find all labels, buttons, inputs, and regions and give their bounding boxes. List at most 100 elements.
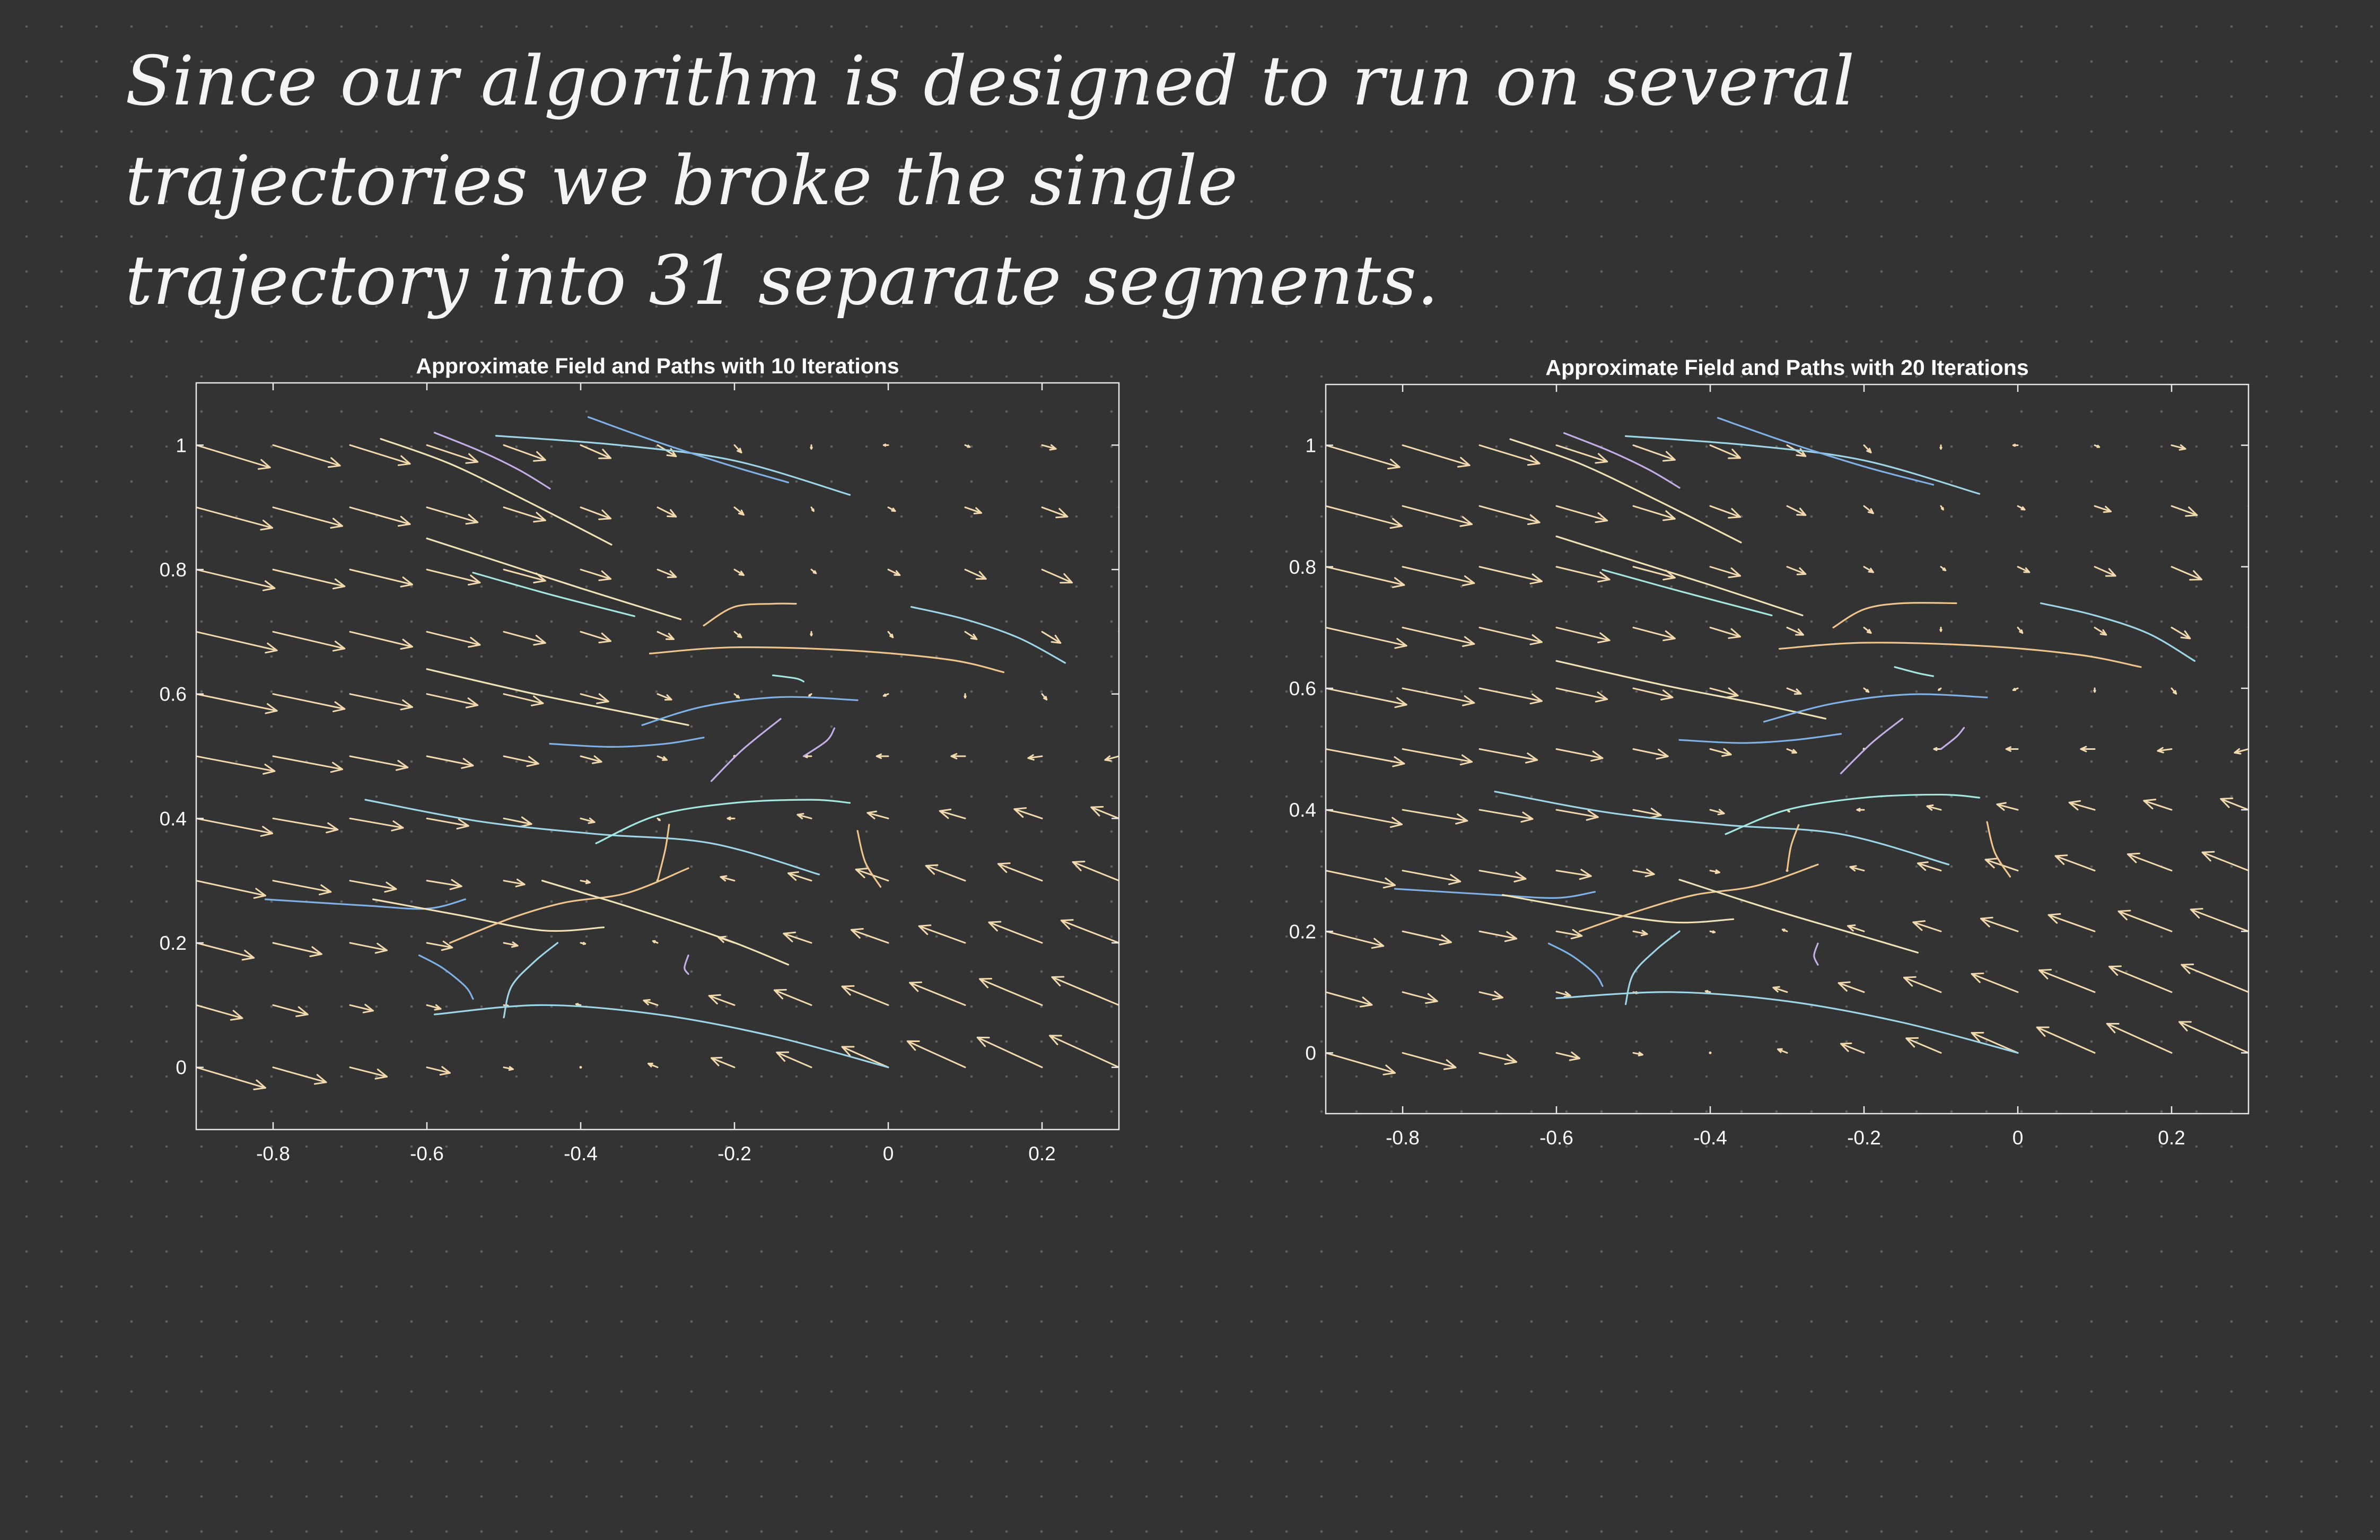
field-arrow xyxy=(1555,748,1604,762)
y-tick-label: 1 xyxy=(176,434,187,456)
trajectory-path xyxy=(595,799,851,844)
field-arrow xyxy=(2190,908,2248,932)
field-arrow xyxy=(196,880,266,899)
field-arrow xyxy=(575,1003,582,1007)
trajectory-path xyxy=(1940,727,1965,750)
trajectory-path xyxy=(1763,693,1988,723)
field-arrow xyxy=(1555,444,1608,464)
trajectory-path xyxy=(1986,821,2011,878)
field-arrow xyxy=(272,1004,309,1017)
x-tick: -0.8 xyxy=(1386,384,1420,1149)
field-arrow xyxy=(1478,566,1543,584)
field-arrow xyxy=(503,444,546,462)
field-arrow xyxy=(1478,444,1541,466)
field-arrow xyxy=(2054,854,2096,872)
field-arrow xyxy=(643,999,659,1006)
field-arrow xyxy=(657,568,677,579)
y-tick-label: 0.2 xyxy=(160,932,187,954)
field-arrow xyxy=(1863,505,1874,514)
field-arrow xyxy=(2017,566,2031,573)
field-arrow xyxy=(1996,802,2019,811)
field-arrow xyxy=(1326,566,1405,588)
x-tick-label: -0.4 xyxy=(564,1143,598,1165)
field-arrow xyxy=(349,693,413,711)
field-arrow xyxy=(2038,969,2096,993)
field-arrow xyxy=(648,1062,659,1069)
field-arrow xyxy=(349,568,413,588)
field-arrow xyxy=(1049,1035,1119,1069)
field-arrow xyxy=(2118,909,2173,932)
x-tick-label: -0.6 xyxy=(1539,1127,1573,1149)
field-arrow xyxy=(887,506,896,512)
field-arrow xyxy=(1781,929,1788,932)
field-arrow xyxy=(1555,991,1571,998)
field-arrow xyxy=(2201,851,2248,872)
field-arrow xyxy=(1940,566,1947,572)
y-tick-label: 0.6 xyxy=(160,684,187,705)
x-tick: -0.2 xyxy=(718,383,751,1165)
field-arrow xyxy=(1060,919,1119,944)
trajectory-path xyxy=(1813,942,1819,966)
field-arrow xyxy=(426,693,479,708)
field-arrow xyxy=(580,942,587,946)
field-arrow xyxy=(1933,747,1942,751)
axes-frame xyxy=(1325,383,2250,1115)
field-arrow xyxy=(196,693,278,714)
field-arrow xyxy=(272,880,332,896)
y-tick: 0.4 xyxy=(160,808,1119,829)
field-arrow xyxy=(2171,505,2198,517)
field-arrow xyxy=(196,755,276,775)
field-arrow xyxy=(272,506,343,529)
note-line-2: trajectory into 31 separate segments. xyxy=(125,241,1439,320)
field-arrow xyxy=(810,631,813,636)
field-arrow xyxy=(2036,1026,2096,1054)
field-arrow xyxy=(783,931,812,944)
field-arrow xyxy=(1912,920,1942,932)
x-tick-label: -0.6 xyxy=(410,1143,444,1165)
field-arrow xyxy=(2127,852,2173,872)
field-arrow xyxy=(2094,626,2107,636)
field-arrow xyxy=(1863,687,1870,693)
y-tick: 0.8 xyxy=(160,559,1119,581)
field-arrow xyxy=(1326,1052,1396,1075)
trajectory-path xyxy=(1725,793,1981,835)
field-arrow xyxy=(1478,930,1518,942)
field-arrow xyxy=(1104,755,1119,762)
field-arrow xyxy=(2094,566,2116,577)
field-arrow xyxy=(1090,806,1119,819)
field-arrow xyxy=(1402,566,1475,587)
x-tick-label: -0.8 xyxy=(256,1143,290,1165)
field-arrow xyxy=(272,817,339,834)
field-arrow xyxy=(426,879,462,890)
trajectory-path xyxy=(1624,930,1681,1005)
x-tick: -0.2 xyxy=(1847,384,1881,1149)
field-arrow xyxy=(1847,924,1865,932)
field-arrow xyxy=(580,693,609,704)
field-arrow xyxy=(580,879,591,885)
trajectory-path xyxy=(1678,733,1842,744)
y-tick: 0.6 xyxy=(160,684,1119,705)
field-arrow xyxy=(2181,964,2248,993)
field-arrow xyxy=(1971,1031,2019,1054)
trajectory-path xyxy=(541,880,790,966)
field-arrow xyxy=(1402,930,1452,946)
x-tick: -0.6 xyxy=(410,383,444,1165)
field-arrow xyxy=(1709,505,1742,519)
field-arrow xyxy=(1402,505,1473,527)
field-arrow xyxy=(1632,626,1676,642)
field-arrow xyxy=(2171,444,2186,451)
field-arrow xyxy=(1632,868,1655,878)
field-arrow xyxy=(841,1046,889,1069)
trajectory-path xyxy=(649,646,1005,673)
field-arrow xyxy=(2005,746,2019,752)
field-arrow xyxy=(1041,444,1057,451)
field-arrow xyxy=(1926,804,1942,811)
field-arrow xyxy=(503,1066,514,1071)
field-arrow xyxy=(349,444,411,466)
field-arrow xyxy=(1041,506,1069,519)
field-arrow xyxy=(925,864,966,882)
y-tick-label: 0.2 xyxy=(1289,921,1316,942)
field-arrow xyxy=(1980,916,2019,932)
field-arrow xyxy=(657,631,675,640)
field-arrow xyxy=(2157,747,2173,754)
